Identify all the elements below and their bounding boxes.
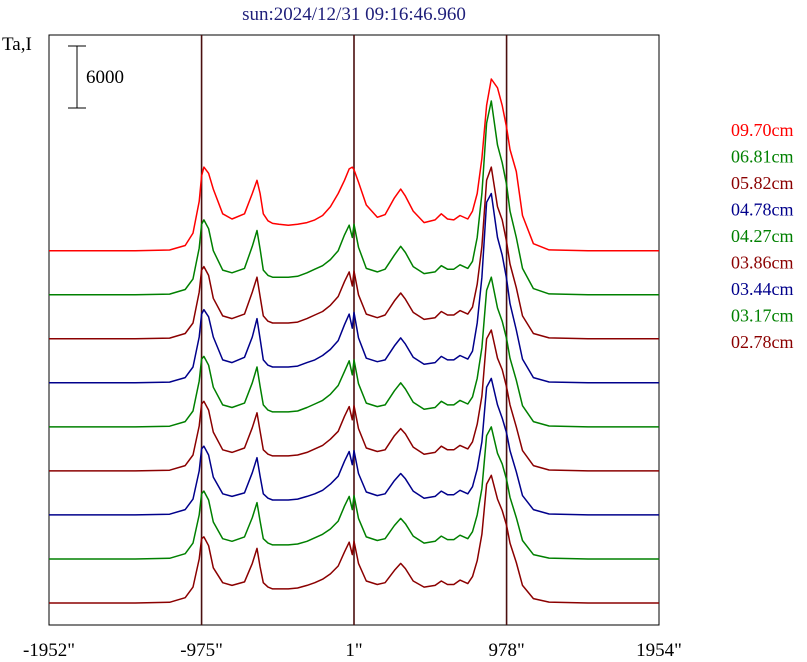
legend-entry-09.70cm: 09.70cm [731, 120, 794, 140]
series-line-04.78cm [49, 192, 659, 384]
legend-entry-03.17cm: 03.17cm [731, 306, 794, 326]
intensity-scale-bar: 6000 [68, 45, 124, 109]
legend-entry-03.44cm: 03.44cm [731, 279, 794, 299]
x-tick-label-1: -975" [180, 640, 223, 661]
x-tick-label-3: 978" [488, 640, 524, 661]
x-tick-label-4: 1954" [636, 640, 682, 661]
legend-entry-04.78cm: 04.78cm [731, 200, 794, 220]
legend-entry-05.82cm: 05.82cm [731, 173, 794, 193]
series-line-09.70cm [49, 78, 659, 252]
legend: 09.70cm 06.81cm 05.82cm 04.78cm 04.27cm 03.86… [731, 120, 794, 352]
legend-entry-04.27cm: 04.27cm [731, 226, 794, 246]
series-line-03.17cm [49, 426, 659, 560]
series-layer [49, 78, 659, 604]
legend-entry-06.81cm: 06.81cm [731, 147, 794, 167]
x-axis-ticks: -1952" -975" 1" 978" 1954" [23, 640, 682, 661]
legend-entry-03.86cm: 03.86cm [731, 253, 794, 273]
x-tick-label-2: 1" [345, 640, 362, 661]
y-axis-label: Ta,I [2, 34, 32, 55]
chart-title: sun:2024/12/31 09:16:46.960 [242, 4, 466, 25]
series-line-03.86cm [49, 329, 659, 472]
x-tick-label-0: -1952" [23, 640, 75, 661]
series-line-03.44cm [49, 377, 659, 516]
reference-lines [200, 35, 508, 625]
legend-entry-02.78cm: 02.78cm [731, 332, 794, 352]
series-line-05.82cm [49, 166, 659, 340]
series-line-06.81cm [49, 100, 659, 296]
scale-bar-label: 6000 [86, 67, 124, 88]
series-line-02.78cm [49, 474, 659, 604]
series-line-04.27cm [49, 276, 659, 428]
